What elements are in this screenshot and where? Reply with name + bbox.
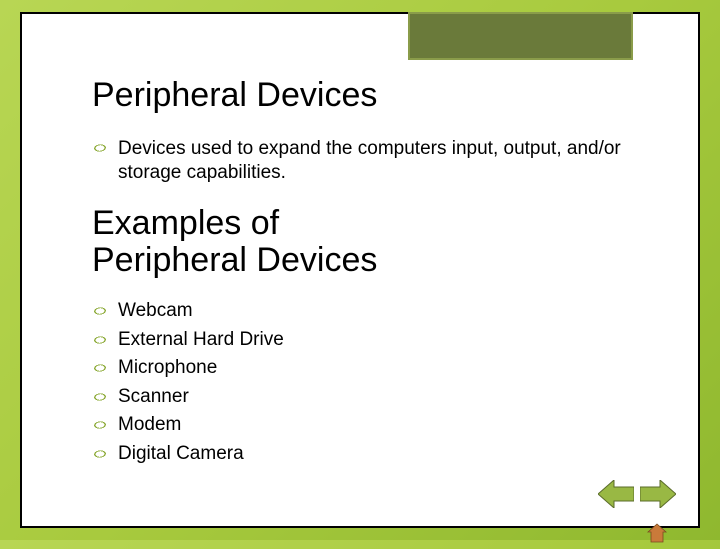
home-icon[interactable] <box>646 522 668 544</box>
slide-body-text: Devices used to expand the computers inp… <box>92 137 658 185</box>
subtitle-line-1: Examples of <box>92 204 279 242</box>
subtitle-line-2: Peripheral Devices <box>92 241 377 279</box>
list-item: External Hard Drive <box>92 326 658 355</box>
list-item: Digital Camera <box>92 440 658 469</box>
examples-list: Webcam External Hard Drive Microphone Sc… <box>92 297 658 468</box>
slide-frame: Peripheral Devices Devices used to expan… <box>20 12 700 528</box>
slide-title: Peripheral Devices <box>92 76 658 115</box>
slide-content: Peripheral Devices Devices used to expan… <box>22 14 698 488</box>
list-item: Microphone <box>92 354 658 383</box>
slide-subtitle: Examples of Peripheral Devices <box>92 205 658 280</box>
list-item: Scanner <box>92 383 658 412</box>
list-item: Webcam <box>92 297 658 326</box>
list-item: Modem <box>92 411 658 440</box>
next-arrow-icon[interactable] <box>640 480 676 508</box>
corner-decoration-box <box>408 12 633 60</box>
nav-arrows <box>598 480 676 508</box>
prev-arrow-icon[interactable] <box>598 480 634 508</box>
